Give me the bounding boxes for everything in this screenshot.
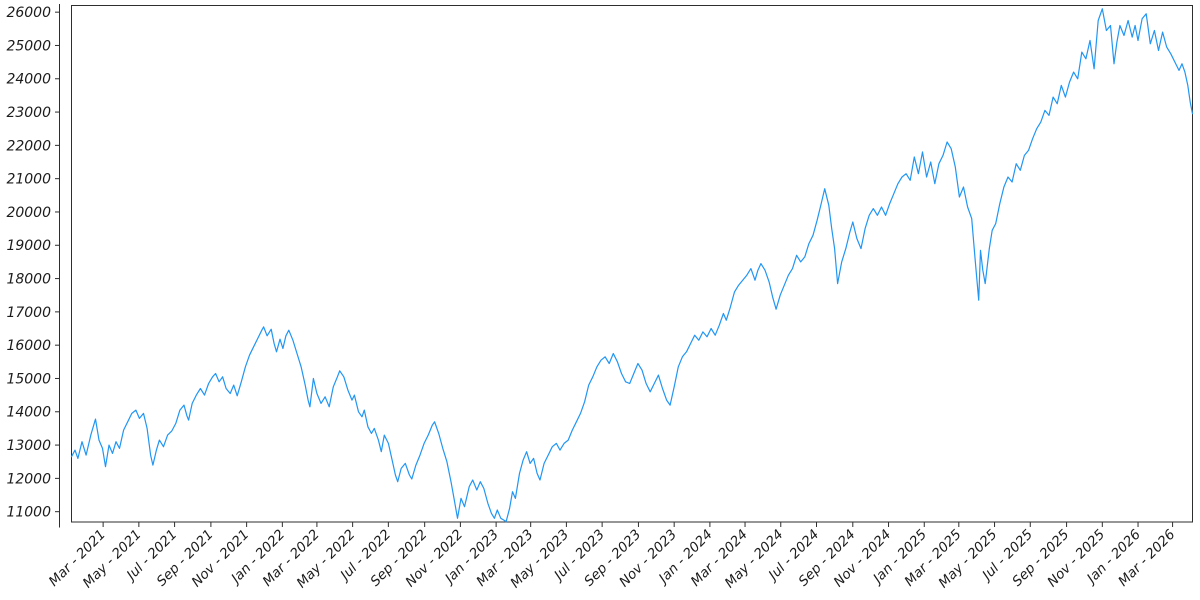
y-tick-label: 23000 [6,105,51,121]
y-tick-label: 11000 [6,505,51,521]
price-line [70,8,1194,523]
y-tick-label: 21000 [6,172,51,188]
y-tick-label: 12000 [6,471,51,487]
y-tick-label: 26000 [6,5,51,21]
y-tick-label: 24000 [6,72,51,88]
y-tick-label: 13000 [6,438,51,454]
y-tick-label: 19000 [6,238,51,254]
y-tick-label: 20000 [6,205,51,221]
plot-frame [71,5,1193,523]
y-tick-label: 16000 [6,338,51,354]
y-tick-label: 25000 [6,38,51,54]
y-tick-label: 15000 [6,371,51,387]
y-tick-label: 22000 [6,138,51,154]
y-tick-label: 17000 [6,305,51,321]
y-tick-label: 14000 [6,405,51,421]
y-tick-label: 18000 [6,271,51,287]
